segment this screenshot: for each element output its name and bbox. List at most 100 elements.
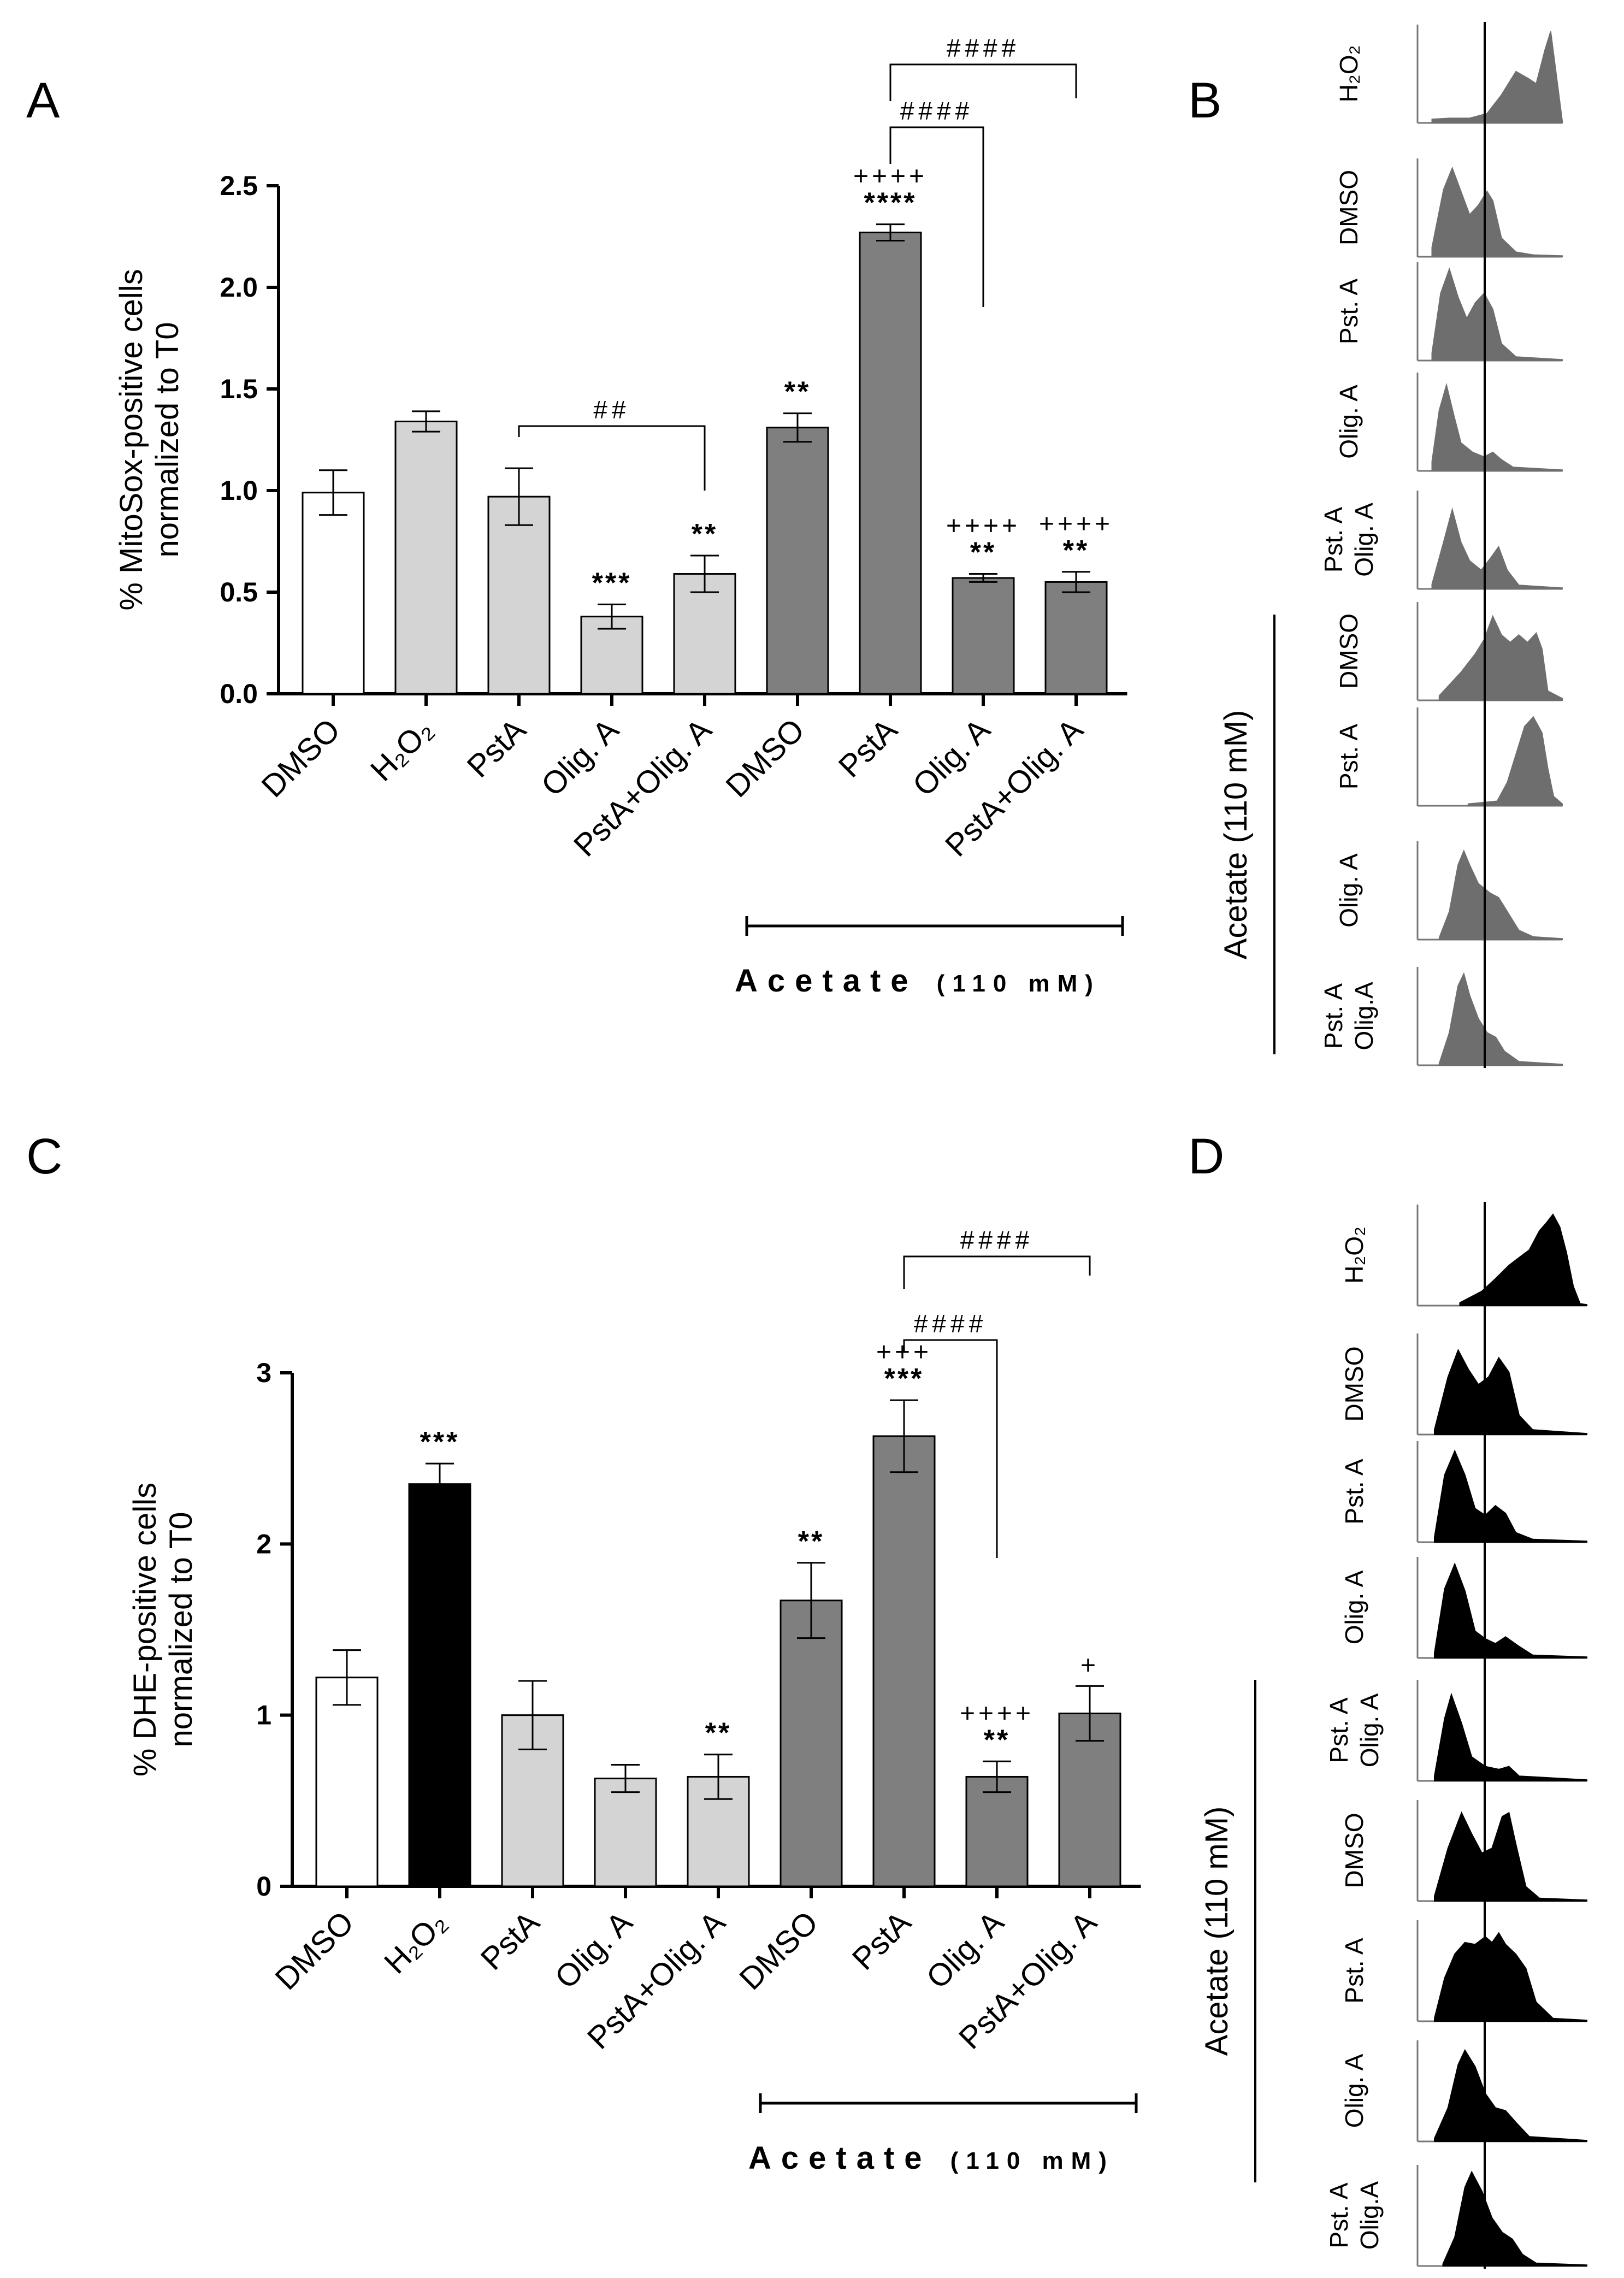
histogram-group-label-b: Acetate (110 mM) — [1218, 710, 1254, 960]
bar — [673, 573, 736, 695]
y-tick-label: 2.0 — [220, 272, 258, 303]
chart-c: 0 1 2 3 % DHE-positive cellsnormalized to T0… — [127, 1226, 1141, 2056]
histogram-label: Olig. A — [1340, 1570, 1368, 1644]
histogram-label-line: Olig. A — [1355, 1693, 1384, 1767]
bar — [952, 577, 1015, 695]
significance-plus: ++++ — [960, 1699, 1034, 1728]
significance-stars: **** — [864, 187, 917, 219]
bar — [872, 1435, 936, 1887]
histogram-curve — [1431, 166, 1563, 257]
histogram-label: Olig. A — [1334, 385, 1363, 459]
significance-stars: ** — [984, 1724, 1010, 1756]
histogram-label: DMSO — [1340, 1813, 1368, 1889]
bar — [594, 1778, 657, 1887]
acetate-word: Acetate — [748, 2140, 932, 2176]
significance-stars: *** — [420, 1426, 460, 1458]
comparison-label: #### — [914, 1309, 987, 1338]
histogram-label-line: Olig. A — [1334, 853, 1363, 928]
panel-label-d: D — [1188, 1129, 1224, 1184]
acetate-conc: (110 mM) — [950, 2147, 1114, 2174]
histogram-label: DMSO — [1340, 1347, 1368, 1422]
y-tick-label: 3 — [256, 1358, 271, 1388]
histogram-label: DMSO — [1334, 170, 1363, 245]
histogram-curve — [1434, 1449, 1587, 1543]
histogram-label-line: DMSO — [1334, 170, 1363, 245]
acetate-bracket-a: Acetate (110 mM) — [735, 916, 1124, 999]
x-tick-label: PstA — [474, 1904, 547, 1977]
histogram-curve — [1431, 507, 1563, 589]
x-tick-label: H₂O₂ — [364, 712, 440, 788]
histogram-label: Pst. A — [1340, 1938, 1368, 2003]
histogram-label-line: Pst. A — [1334, 279, 1363, 344]
histogram-label: Pst. A — [1334, 724, 1363, 789]
significance-stars: *** — [884, 1363, 924, 1395]
y-axis-label-line: % MitoSox-positive cells — [114, 269, 149, 610]
significance-stars: ** — [1063, 535, 1089, 566]
acetate-label-c: Acetate (110 mM) — [748, 2140, 1114, 2176]
bar — [965, 1775, 1029, 1887]
y-axis-label: % MitoSox-positive cellsnormalized to T0 — [114, 269, 185, 610]
bar — [766, 427, 829, 695]
histogram-curve — [1431, 31, 1563, 123]
bar — [859, 232, 922, 695]
histogram-label-line: Olig. A — [1340, 2053, 1368, 2128]
y-tick-label: 1.0 — [220, 475, 258, 506]
significance-stars: ** — [692, 518, 718, 550]
histogram-label-line: DMSO — [1334, 613, 1363, 689]
histogram-label: Pst. A — [1334, 279, 1363, 344]
y-tick-label: 1.5 — [220, 374, 258, 404]
histogram-curve — [1438, 972, 1563, 1066]
histogram-label-line: Pst. A — [1340, 1459, 1368, 1524]
y-tick-label: 0.5 — [220, 577, 258, 607]
significance-plus: ++++ — [946, 512, 1020, 541]
histogram-curve — [1434, 1348, 1587, 1435]
histogram-curve — [1442, 2170, 1587, 2267]
y-tick-label: 2.5 — [220, 170, 258, 201]
significance-plus: +++ — [876, 1338, 932, 1367]
significance-stars: ** — [970, 537, 996, 569]
comparison-bracket — [889, 63, 1077, 101]
panel-label-c: C — [26, 1129, 62, 1184]
histogram-label: H₂O₂ — [1334, 45, 1363, 103]
histogram-label-line: Olig.A — [1355, 2181, 1384, 2250]
histogram-label: Olig. A — [1334, 853, 1363, 928]
y-axis-label: % DHE-positive cellsnormalized to T0 — [127, 1483, 199, 1777]
panel-label-a: A — [26, 73, 60, 128]
histogram-label-line: Olig. A — [1350, 503, 1378, 577]
y-axis-label-line: normalized to T0 — [163, 1512, 199, 1748]
x-tick-label: PstA — [832, 712, 905, 784]
histogram-label-line: Olig. A — [1334, 385, 1363, 459]
x-tick-label: DMSO — [719, 712, 811, 804]
x-tick-label: DMSO — [733, 1904, 825, 1997]
bar — [1058, 1713, 1121, 1887]
y-tick-label: 2 — [256, 1528, 271, 1559]
comparison-label: #### — [900, 97, 973, 125]
histogram-label-line: DMSO — [1340, 1813, 1368, 1889]
bar — [779, 1600, 843, 1887]
histogram-label: Pst. AOlig. A — [1319, 503, 1378, 577]
histogram-curve — [1434, 1562, 1587, 1659]
bar — [315, 1677, 379, 1887]
panel-label-b: B — [1188, 73, 1221, 128]
x-tick-label: Olig. A — [534, 712, 625, 803]
y-axis-label-line: normalized to T0 — [150, 322, 185, 558]
histogram-label: Olig. A — [1340, 2053, 1368, 2128]
histogram-label: Pst. AOlig. A — [1325, 1693, 1384, 1767]
acetate-label-a: Acetate (110 mM) — [735, 963, 1101, 999]
significance-plus: ++++ — [853, 162, 928, 191]
histogram-curve — [1438, 615, 1563, 701]
histogram-curve — [1459, 1213, 1587, 1306]
acetate-bracket-c: Acetate (110 mM) — [748, 2093, 1138, 2176]
histogram-curve — [1434, 1811, 1587, 1902]
bar — [1044, 581, 1108, 695]
histogram-label-line: Pst. A — [1325, 2182, 1353, 2248]
significance-plus: + — [1080, 1651, 1099, 1680]
bar — [408, 1483, 471, 1887]
histogram-curve — [1438, 849, 1563, 940]
histogram-label-line: Pst. A — [1340, 1938, 1368, 2003]
histogram-curve — [1434, 1932, 1587, 2022]
histogram-label-line: Pst. A — [1325, 1697, 1353, 1763]
